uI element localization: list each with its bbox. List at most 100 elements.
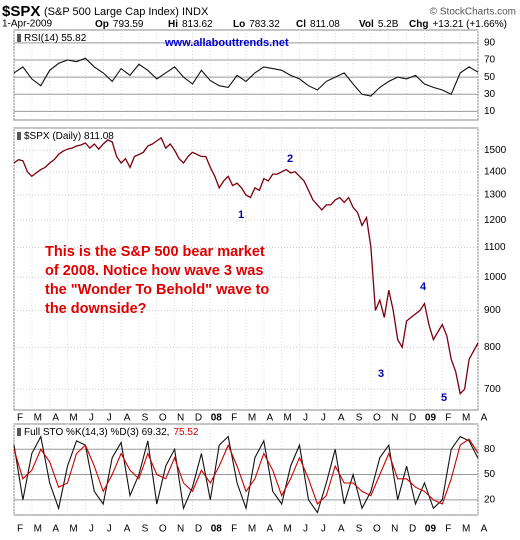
x-tick-label: F [231, 524, 237, 535]
x-tick-label: M [248, 413, 256, 424]
note: This is the S&P 500 bear market of 2008.… [45, 244, 270, 317]
quote: Op 793.59 [95, 19, 144, 30]
url: www.allabouttrends.net [164, 37, 289, 49]
y-tick-label: 90 [484, 37, 496, 48]
quote: Hi 813.62 [168, 19, 213, 30]
x-tick-label: A [124, 524, 131, 535]
x-tick-label: J [303, 413, 308, 424]
line [13, 438, 479, 505]
x-tick-label: S [142, 524, 149, 535]
y-tick-label: 50 [484, 469, 496, 480]
x-tick-label: 08 [211, 524, 223, 535]
x-tick-label: N [177, 524, 184, 535]
y-tick-label: 30 [484, 89, 496, 100]
quote-label: Chg [409, 19, 428, 30]
panel-label-text: RSI(14) 55.82 [24, 33, 87, 44]
y-tick-label: 1100 [484, 242, 506, 253]
x-tick-label: J [107, 524, 112, 535]
y-tick-label: 70 [484, 55, 496, 66]
x-tick-label: D [195, 524, 202, 535]
x-tick-label: D [409, 524, 416, 535]
x-tick-label: 09 [425, 524, 437, 535]
quote-label: Lo [233, 19, 245, 30]
x-tick-label: M [34, 524, 42, 535]
x-tick-label: M [284, 524, 292, 535]
x-tick-label: M [34, 413, 42, 424]
y-tick-label: 1500 [484, 145, 507, 156]
quote-value: 5.2B [378, 19, 399, 30]
x-tick-label: M [462, 524, 470, 535]
x-tick-label: 08 [211, 413, 223, 424]
y-tick-label: 700 [484, 384, 501, 395]
x-tick-label: J [89, 413, 94, 424]
y-tick-label: 800 [484, 342, 501, 353]
x-tick-label: A [267, 413, 274, 424]
x-tick-label: O [373, 524, 381, 535]
wave-label: 3 [378, 368, 384, 380]
x-tick-label: S [356, 524, 363, 535]
x-tick-label: N [391, 413, 398, 424]
y-tick-label: 1000 [484, 272, 507, 283]
name: (S&P 500 Large Cap Index) INDX [44, 6, 209, 18]
x-tick-label: S [356, 413, 363, 424]
wave-label: 2 [287, 153, 293, 165]
y-tick-label: 10 [484, 106, 496, 117]
quote: Chg +13.21 (+1.66%) [409, 19, 507, 30]
quote: Lo 783.32 [233, 19, 280, 30]
quote-label: Hi [168, 19, 178, 30]
y-tick-label: 50 [484, 72, 496, 83]
line [13, 57, 479, 97]
x-tick-label: A [124, 413, 131, 424]
x-tick-label: A [481, 524, 488, 535]
x-tick-label: A [267, 524, 274, 535]
y-tick-label: 1300 [484, 190, 507, 201]
x-tick-label: F [17, 524, 23, 535]
quote-label: Op [95, 19, 109, 30]
source: © StockCharts.com [430, 7, 516, 18]
x-tick-label: A [52, 413, 59, 424]
quote-value: 811.08 [310, 19, 340, 30]
wave-label: 5 [441, 392, 447, 404]
wave-label: 4 [420, 281, 427, 293]
x-tick-label: F [231, 413, 237, 424]
x-tick-label: J [107, 413, 112, 424]
x-tick-label: 09 [425, 413, 437, 424]
x-tick-label: M [462, 413, 470, 424]
quote-value: 793.59 [113, 19, 144, 30]
quote-value: +13.21 (+1.66%) [432, 19, 507, 30]
x-tick-label: N [391, 524, 398, 535]
wave-label: 1 [238, 209, 244, 221]
x-tick-label: J [89, 524, 94, 535]
y-tick-label: 1400 [484, 166, 507, 177]
quote-label: Vol [359, 19, 374, 30]
x-tick-label: A [52, 524, 59, 535]
x-tick-label: O [159, 524, 167, 535]
y-tick-label: 20 [484, 494, 496, 505]
x-tick-label: M [284, 413, 292, 424]
x-tick-label: O [373, 413, 381, 424]
panel-label-value: 75.52 [173, 427, 198, 438]
line [13, 136, 479, 396]
x-tick-label: M [248, 524, 256, 535]
label-icon [17, 34, 21, 42]
x-tick-label: J [303, 524, 308, 535]
line [13, 434, 479, 514]
x-tick-label: O [159, 413, 167, 424]
x-tick-label: A [481, 413, 488, 424]
quote-value: 813.62 [182, 19, 213, 30]
quote-label: Cl [296, 19, 306, 30]
panel-label: $SPX (Daily) 811.08 [24, 131, 114, 142]
x-tick-label: D [195, 413, 202, 424]
x-tick-label: M [69, 524, 77, 535]
symbol: $SPX [2, 3, 40, 20]
x-tick-label: D [409, 413, 416, 424]
quote-value: 783.32 [249, 19, 280, 30]
panel-label: Full STO %K(14,3) %D(3) 69.32, 75.52 [24, 427, 199, 438]
x-tick-label: S [142, 413, 149, 424]
y-tick-label: 900 [484, 305, 501, 316]
panel-label-text: Full STO %K(14,3) %D(3) 69.32, [24, 427, 169, 438]
x-tick-label: N [177, 413, 184, 424]
x-tick-label: A [338, 524, 345, 535]
y-tick-label: 1200 [484, 215, 507, 226]
